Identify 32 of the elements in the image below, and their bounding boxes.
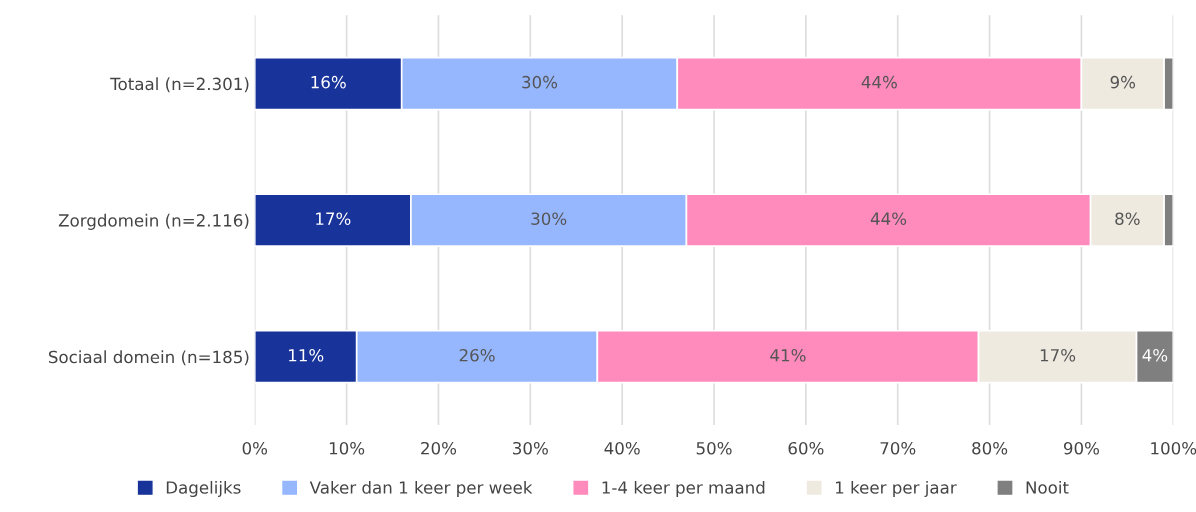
x-tick-label: 90% — [1063, 441, 1100, 455]
x-tick-label: 70% — [880, 441, 916, 455]
data-label: 30% — [522, 75, 558, 89]
data-label: 9% — [1110, 75, 1136, 89]
legend-label: Dagelijks — [166, 480, 241, 498]
y-tick-label: Zorgdomein (n=2.116) — [58, 213, 249, 230]
data-label: 17% — [316, 212, 351, 225]
x-tick-label: 80% — [972, 441, 1008, 455]
data-label: 11% — [289, 348, 324, 362]
data-label: 4% — [1142, 348, 1168, 362]
x-tick-label: 60% — [788, 441, 824, 455]
x-tick-label: 40% — [604, 441, 640, 455]
legend-label: Nooit — [1026, 480, 1069, 494]
x-tick-label: 30% — [513, 441, 548, 455]
x-tick-label: 0% — [242, 441, 268, 455]
x-tick-label: 10% — [329, 441, 365, 455]
data-label: 30% — [531, 212, 567, 225]
data-label: 41% — [770, 348, 806, 362]
y-tick-label: Sociaal domein (n=185) — [48, 350, 249, 366]
data-label: 26% — [459, 348, 495, 362]
x-tick-label: 50% — [696, 441, 732, 455]
x-tick-label: 100% — [1151, 441, 1196, 455]
x-tick-label: 20% — [421, 441, 457, 455]
legend-label: 1 keer per jaar — [835, 480, 957, 498]
data-label: 44% — [870, 212, 907, 225]
y-tick-label: Totaal (n=2.301) — [110, 77, 249, 93]
data-label: 17% — [1040, 348, 1076, 362]
legend-label: Vaker dan 1 keer per week — [309, 480, 533, 498]
legend-label: 1-4 keer per maand — [602, 480, 765, 498]
data-label: 44% — [861, 75, 897, 89]
data-label: 16% — [311, 75, 346, 89]
data-label: 8% — [1115, 212, 1140, 225]
